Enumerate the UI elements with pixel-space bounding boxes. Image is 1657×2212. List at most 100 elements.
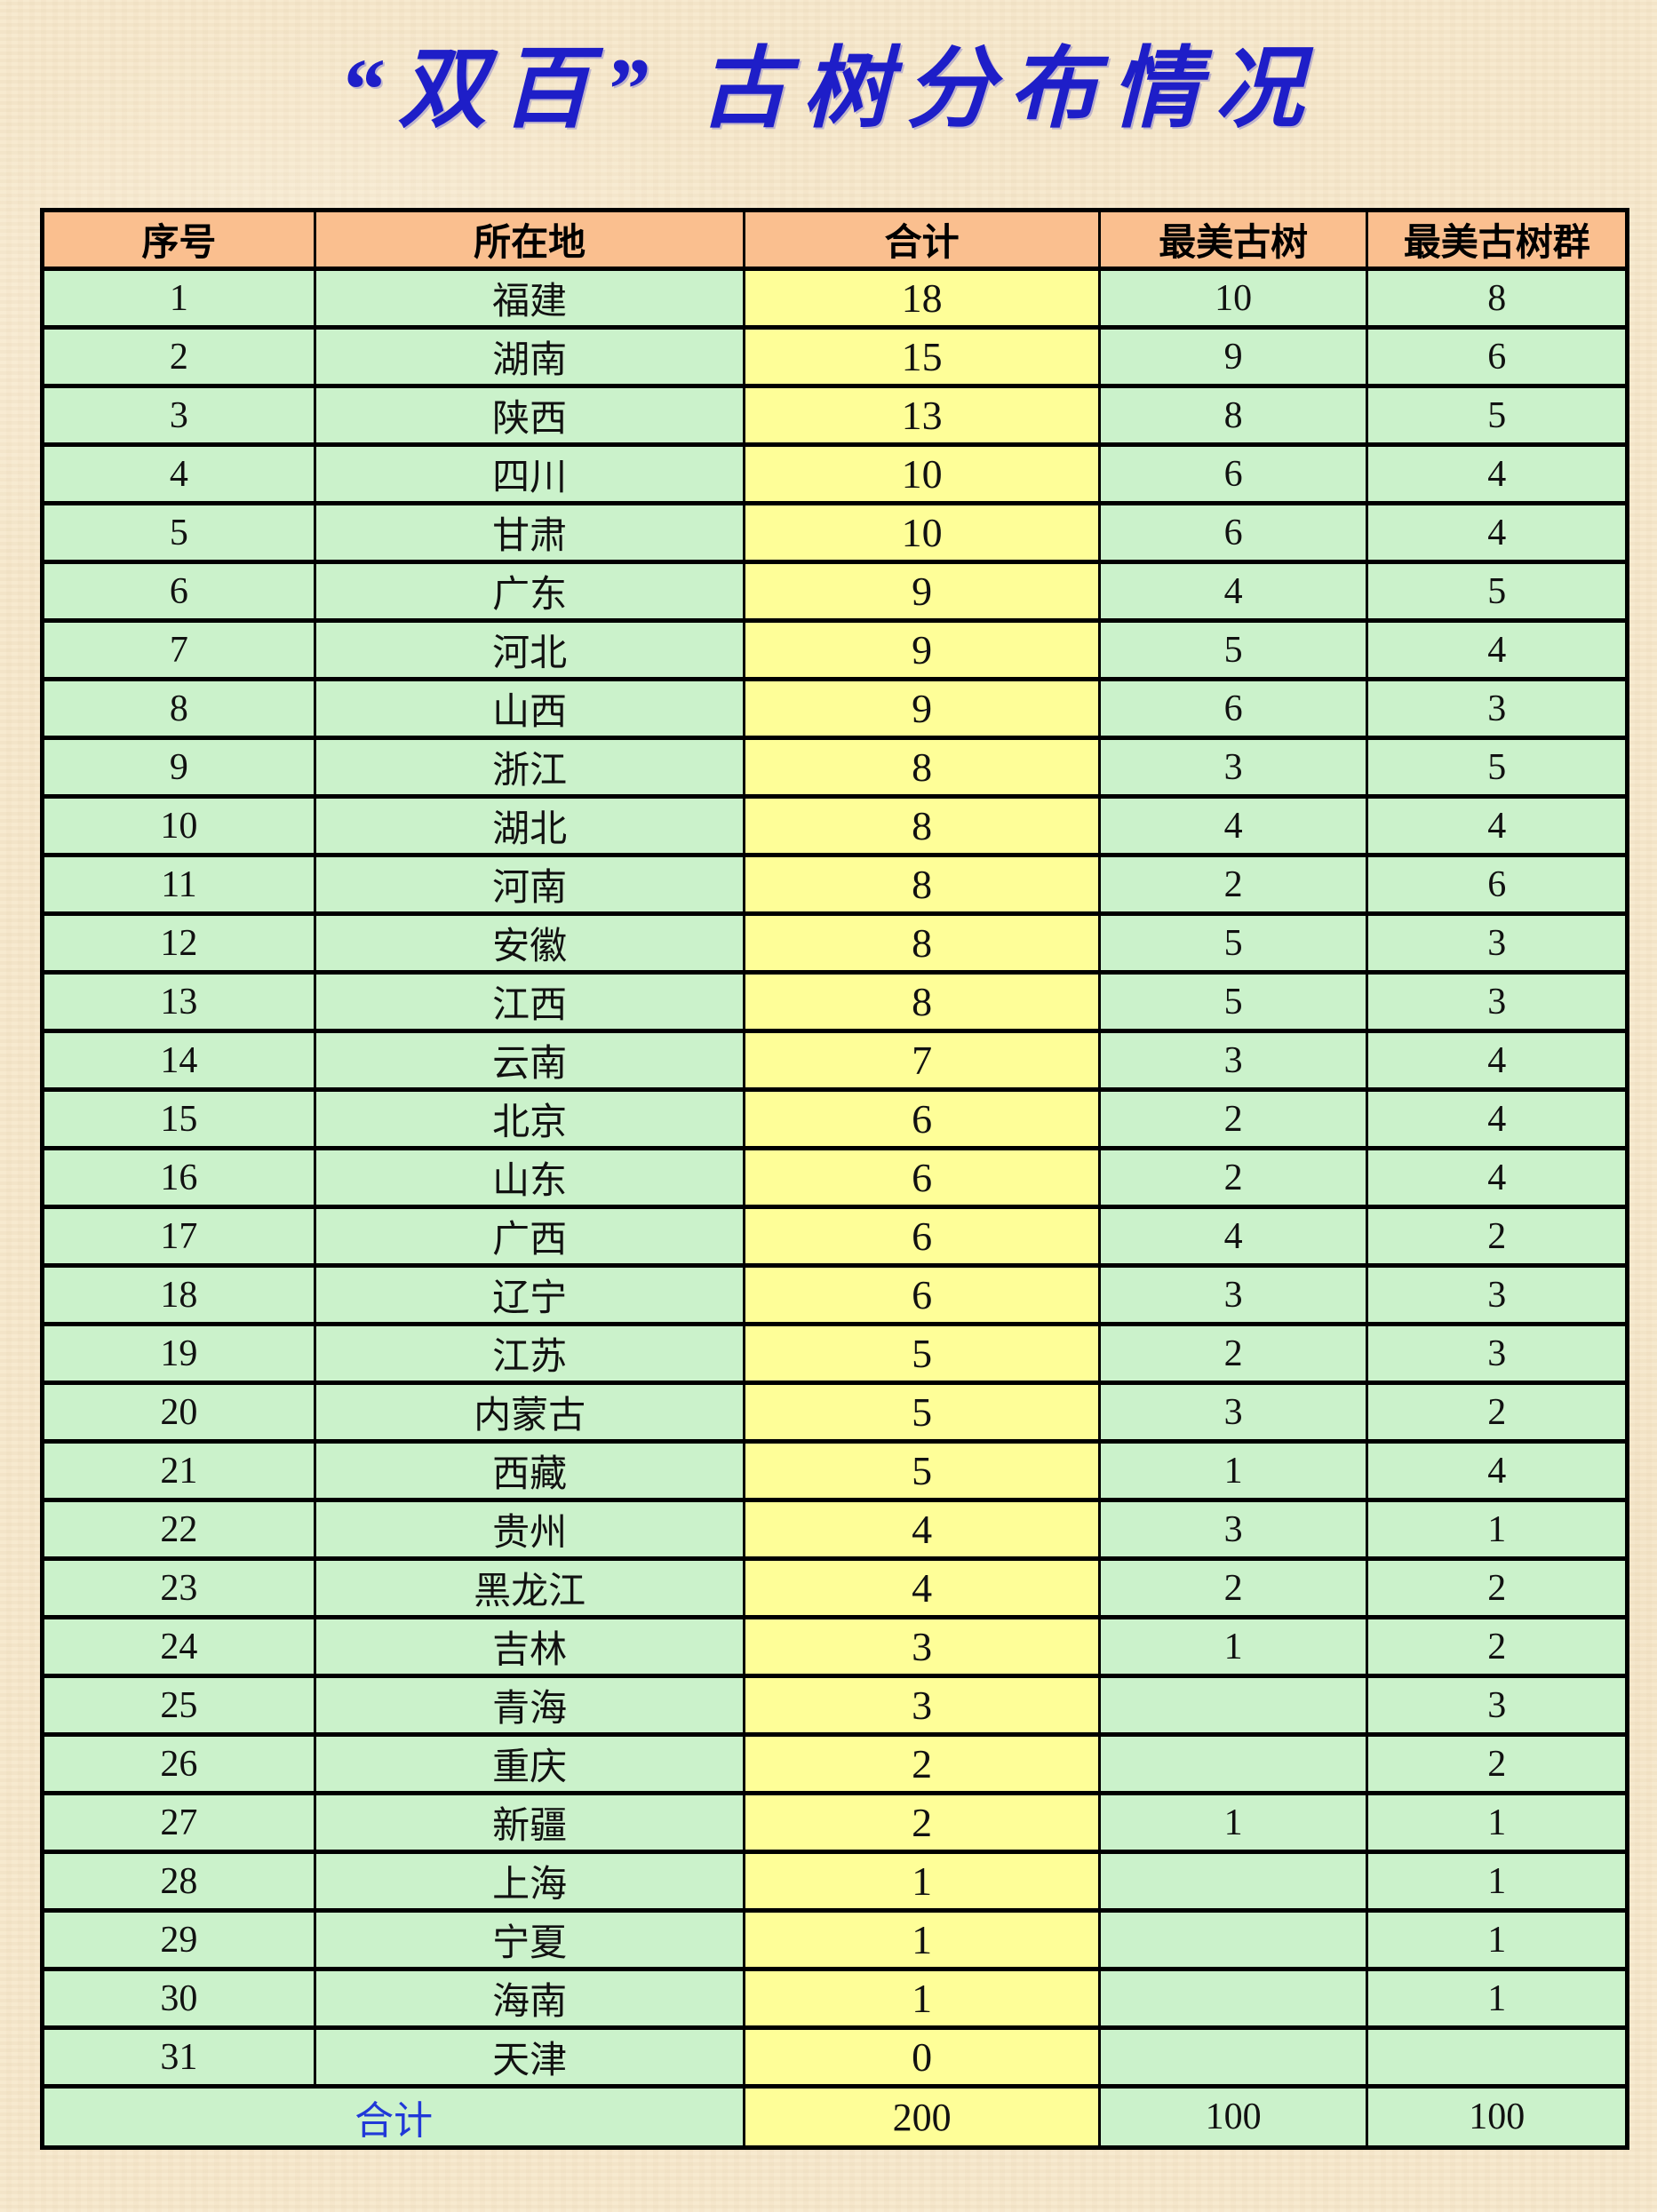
cell-total: 6 (743, 1146, 1101, 1209)
table-row: 30 海南 1 1 (41, 1967, 1629, 2030)
cell-best-group: 2 (1366, 1381, 1629, 1444)
cell-place: 西藏 (313, 1439, 746, 1502)
cell-no: 21 (41, 1439, 316, 1502)
cell-total: 8 (743, 736, 1101, 799)
table-row: 24 吉林 3 1 2 (41, 1615, 1629, 1678)
cell-best-group: 6 (1366, 853, 1629, 916)
cell-place: 湖南 (313, 325, 746, 388)
cell-no: 30 (41, 1967, 316, 2030)
cell-total: 6 (743, 1205, 1101, 1268)
cell-best-tree: 6 (1097, 442, 1369, 505)
cell-no: 18 (41, 1263, 316, 1326)
cell-best-group: 3 (1366, 677, 1629, 740)
cell-total: 5 (743, 1381, 1101, 1444)
cell-best-group: 3 (1366, 1322, 1629, 1385)
table-row: 19 江苏 5 2 3 (41, 1322, 1629, 1385)
cell-total: 8 (743, 970, 1101, 1033)
table-row: 20 内蒙古 5 3 2 (41, 1381, 1629, 1444)
cell-best-tree: 3 (1097, 1381, 1369, 1444)
cell-best-tree: 2 (1097, 1322, 1369, 1385)
cell-no: 15 (41, 1087, 316, 1150)
table-row: 27 新疆 2 1 1 (41, 1791, 1629, 1854)
cell-best-tree: 4 (1097, 794, 1369, 857)
table-row: 4 四川 10 6 4 (41, 442, 1629, 505)
cell-no: 28 (41, 1850, 316, 1913)
table-row: 31 天津 0 (41, 2025, 1629, 2089)
cell-total: 10 (743, 501, 1101, 564)
total-value-best-group: 100 (1366, 2084, 1629, 2150)
cell-no: 5 (41, 501, 316, 564)
total-label: 合计 (40, 2084, 746, 2150)
cell-total: 6 (743, 1263, 1101, 1326)
cell-no: 16 (41, 1146, 316, 1209)
cell-best-tree: 5 (1097, 618, 1369, 681)
cell-best-tree: 1 (1097, 1791, 1369, 1854)
cell-place: 河南 (313, 853, 746, 916)
cell-no: 8 (41, 677, 316, 740)
cell-best-tree: 2 (1097, 853, 1369, 916)
cell-best-tree: 3 (1097, 1263, 1369, 1326)
cell-best-group: 1 (1366, 1850, 1629, 1913)
cell-best-group: 1 (1366, 1908, 1629, 1971)
table-row: 25 青海 3 3 (41, 1674, 1629, 1737)
cell-total: 8 (743, 853, 1101, 916)
header-col-best-tree: 最美古树 (1097, 208, 1369, 271)
cell-place: 甘肃 (313, 501, 746, 564)
header-col-no: 序号 (41, 208, 316, 271)
cell-best-group: 3 (1366, 1263, 1629, 1326)
cell-total: 8 (743, 911, 1101, 975)
cell-best-tree: 2 (1097, 1087, 1369, 1150)
cell-best-group: 4 (1366, 442, 1629, 505)
cell-total: 1 (743, 1850, 1101, 1913)
cell-no: 31 (41, 2025, 316, 2089)
cell-total: 7 (743, 1029, 1101, 1092)
cell-best-group: 4 (1366, 618, 1629, 681)
cell-total: 0 (743, 2025, 1101, 2089)
cell-place: 浙江 (313, 736, 746, 799)
cell-place: 辽宁 (313, 1263, 746, 1326)
cell-best-tree: 1 (1097, 1615, 1369, 1678)
cell-best-tree: 2 (1097, 1146, 1369, 1209)
cell-total: 9 (743, 677, 1101, 740)
cell-no: 25 (41, 1674, 316, 1737)
page-title: “双百” 古树分布情况 (339, 40, 1318, 139)
table-row: 21 西藏 5 1 4 (41, 1439, 1629, 1502)
cell-best-group: 2 (1366, 1615, 1629, 1678)
cell-place: 四川 (313, 442, 746, 505)
cell-best-group: 5 (1366, 736, 1629, 799)
cell-best-group: 6 (1366, 325, 1629, 388)
cell-place: 海南 (313, 1967, 746, 2030)
cell-best-tree (1097, 1967, 1369, 2030)
table-row: 3 陕西 13 8 5 (41, 384, 1629, 447)
total-value-total: 200 (743, 2084, 1101, 2150)
cell-place: 吉林 (313, 1615, 746, 1678)
cell-total: 13 (743, 384, 1101, 447)
cell-place: 福建 (313, 267, 746, 330)
cell-best-tree (1097, 1732, 1369, 1795)
table-row: 26 重庆 2 2 (41, 1732, 1629, 1795)
tree-distribution-table: 序号 所在地 合计 最美古树 最美古树群 1 福建 18 10 8 2 湖南 15 9 6 3 陕西 1… (40, 208, 1629, 2150)
cell-no: 24 (41, 1615, 316, 1678)
table-row: 5 甘肃 10 6 4 (41, 501, 1629, 564)
cell-best-tree: 3 (1097, 1029, 1369, 1092)
table-body: 1 福建 18 10 8 2 湖南 15 9 6 3 陕西 13 8 5 4 四川 10 6 4 5 甘肃 10 6 4 6 广东 9… (41, 267, 1629, 2089)
cell-best-tree: 6 (1097, 677, 1369, 740)
cell-best-group: 4 (1366, 1146, 1629, 1209)
cell-best-group: 4 (1366, 501, 1629, 564)
cell-best-group: 1 (1366, 1967, 1629, 2030)
cell-best-tree (1097, 2025, 1369, 2089)
cell-no: 7 (41, 618, 316, 681)
cell-no: 27 (41, 1791, 316, 1854)
cell-no: 3 (41, 384, 316, 447)
cell-no: 2 (41, 325, 316, 388)
table-row: 28 上海 1 1 (41, 1850, 1629, 1913)
cell-place: 黑龙江 (313, 1556, 746, 1619)
cell-total: 2 (743, 1791, 1101, 1854)
table-row: 12 安徽 8 5 3 (41, 911, 1629, 975)
cell-total: 1 (743, 1967, 1101, 2030)
cell-total: 15 (743, 325, 1101, 388)
cell-no: 12 (41, 911, 316, 975)
cell-place: 江苏 (313, 1322, 746, 1385)
table-footer: 合计 200 100 100 (40, 2084, 1629, 2150)
table-row: 8 山西 9 6 3 (41, 677, 1629, 740)
